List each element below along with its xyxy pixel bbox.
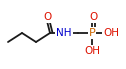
Text: OH: OH [103, 28, 119, 38]
Text: O: O [89, 12, 97, 22]
Text: P: P [89, 28, 95, 38]
Text: O: O [43, 12, 51, 22]
Text: OH: OH [84, 46, 100, 56]
Text: NH: NH [56, 28, 72, 38]
